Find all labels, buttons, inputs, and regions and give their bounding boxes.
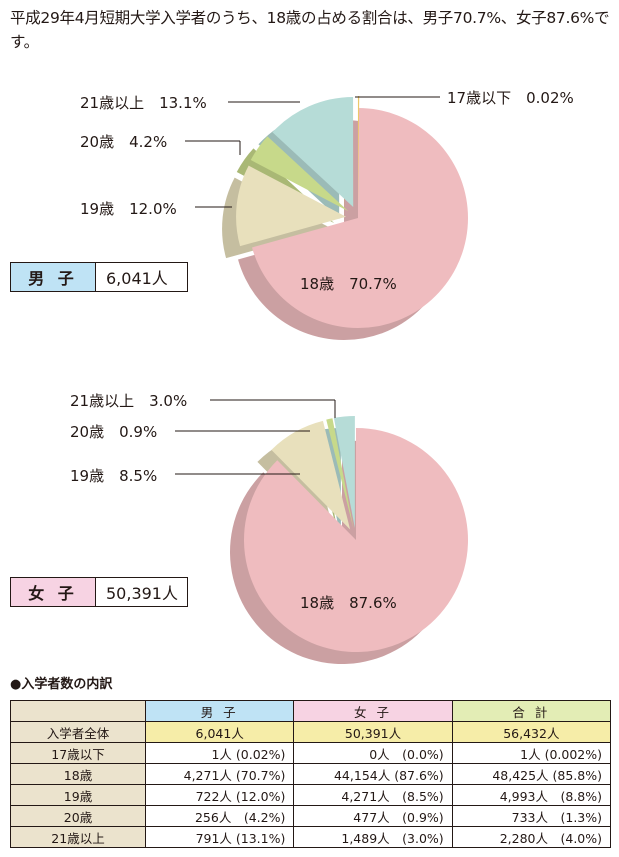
table-header-row: 男 子 女 子 合 計 [10,700,612,722]
table-cell: 1,489人 (3.0%) [293,826,453,848]
table-cell: 1人 (0.002%) [451,742,612,764]
table-cell: 56,432人 [451,721,612,743]
label-male-19: 19歳 12.0% [80,200,177,218]
legend-male: 男 子 6,041人 [10,262,188,292]
pie-slice-male-1 [236,165,347,247]
table-cell: 4,271人 (8.5%) [293,784,453,806]
row-label: 20歳 [10,805,146,827]
header-female: 女 子 [293,700,453,722]
table-row: 入学者全体 6,041人 50,391人 56,432人 [10,721,612,743]
label-female-18: 18歳 87.6% [300,594,397,612]
table-cell: 48,425人 (85.8%) [451,763,612,785]
legend-female-value: 50,391人 [106,584,178,603]
table-cell: 6,041人 [144,721,295,743]
table-cell: 2,280人 (4.0%) [451,826,612,848]
label-male-18: 18歳 70.7% [300,275,397,293]
table-cell: 4,271人 (70.7%) [144,763,295,785]
header-total: 合 計 [451,700,612,722]
table-cell: 477人 (0.9%) [293,805,453,827]
pie-slice-male-0 [252,108,468,328]
table-cell: 791人 (13.1%) [144,826,295,848]
legend-female: 女 子 50,391人 [10,577,188,607]
table-cell: 44,154人 (87.6%) [293,763,453,785]
table-cell: 733人 (1.3%) [451,805,612,827]
table-row: 20歳 256人 (4.2%) 477人 (0.9%) 733人 (1.3%) [10,805,612,827]
table-row: 17歳以下 1人 (0.02%) 0人 (0.0%) 1人 (0.002%) [10,742,612,764]
pie-charts [175,96,469,665]
pie-slice-male-2 [250,136,349,212]
row-label: 入学者全体 [10,721,146,743]
label-male-21plus: 21歳以上 13.1% [80,94,207,112]
pie-slice-female-2 [326,418,354,529]
header-male: 男 子 [144,700,295,722]
label-male-17: 17歳以下 0.02% [447,89,574,107]
table-row: 21歳以上 791人 (13.1%) 1,489人 (3.0%) 2,280人 (4.… [10,826,612,848]
pie-slice-female-1 [271,420,351,530]
pie-slice-male-3 [272,97,354,208]
table-cell: 256人 (4.2%) [144,805,295,827]
legend-male-label: 男 子 [11,263,96,291]
intro-text: 平成29年4月短期大学入学者のうち、18歳の占める割合は、男子70.7%、女子8… [10,9,610,51]
row-label: 21歳以上 [10,826,146,848]
corner-cell [10,700,146,722]
pie-slice-female-3 [333,416,355,529]
pie-slice-male-4 [357,96,360,207]
row-label: 19歳 [10,784,146,806]
legend-female-label: 女 子 [11,578,96,606]
label-male-20: 20歳 4.2% [80,133,168,151]
label-female-19: 19歳 8.5% [70,467,158,485]
row-label: 17歳以下 [10,742,146,764]
table-cell: 0人 (0.0%) [293,742,453,764]
table-cell: 722人 (12.0%) [144,784,295,806]
label-female-20: 20歳 0.9% [70,423,158,441]
label-female-21plus: 21歳以上 3.0% [70,392,188,410]
table-cell: 1人 (0.02%) [144,742,295,764]
table-cell: 4,993人 (8.8%) [451,784,612,806]
row-label: 18歳 [10,763,146,785]
table-row: 18歳 4,271人 (70.7%) 44,154人 (87.6%) 48,425人 … [10,763,612,785]
breakdown-table: 男 子 女 子 合 計 入学者全体 6,041人 50,391人 56,432人 17歳… [10,700,612,848]
table-title: ●入学者数の内訳 [10,677,113,692]
legend-male-value: 6,041人 [106,269,168,288]
table-row: 19歳 722人 (12.0%) 4,271人 (8.5%) 4,993人 (8.8%… [10,784,612,806]
pie-slice-female-0 [244,428,469,653]
table-cell: 50,391人 [293,721,453,743]
